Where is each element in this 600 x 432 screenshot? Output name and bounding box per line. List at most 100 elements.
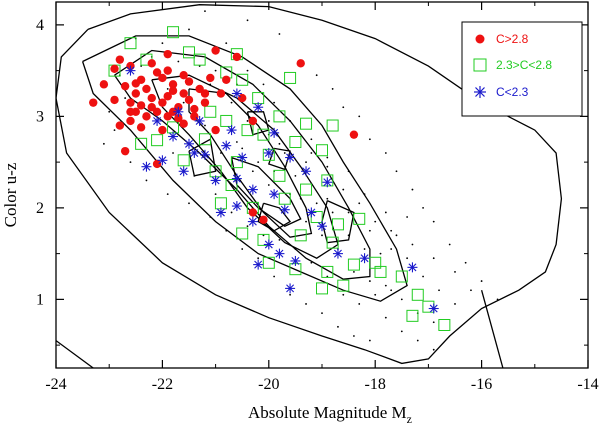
data-point-asterisk <box>141 161 152 172</box>
legend-marker-high <box>475 34 485 44</box>
data-point-dot <box>353 271 355 273</box>
data-point-asterisk <box>317 221 327 232</box>
data-point-square <box>273 169 286 182</box>
data-point-dot <box>368 280 371 282</box>
data-point-asterisk <box>253 102 264 113</box>
data-point-asterisk <box>210 175 221 186</box>
data-point-circle <box>248 208 258 217</box>
data-point-square <box>353 212 366 225</box>
data-point-asterisk <box>285 152 296 163</box>
x-tick-label: -24 <box>45 376 66 393</box>
data-point-square <box>262 256 275 269</box>
data-point-dot <box>262 83 265 86</box>
data-point-circle <box>152 68 162 77</box>
legend-label-low: C<2.3 <box>496 85 529 99</box>
data-point-dot <box>416 339 419 342</box>
data-point-circle <box>168 80 178 89</box>
data-point-circle <box>211 46 220 55</box>
data-point-dot <box>188 202 190 205</box>
data-point-dot <box>283 165 286 168</box>
data-point-dot <box>331 88 334 90</box>
data-point-dot <box>390 289 393 292</box>
data-point-dot <box>113 129 116 132</box>
x-tick-label: -22 <box>152 376 173 393</box>
data-point-dot <box>257 161 260 164</box>
data-point-asterisk <box>184 138 194 149</box>
data-point-circle <box>184 77 194 86</box>
data-point-dot <box>230 101 233 104</box>
data-point-dot <box>278 33 281 35</box>
data-point-circle <box>168 86 178 95</box>
data-point-dot <box>321 234 323 237</box>
data-point-circle <box>158 125 167 135</box>
data-point-dot <box>374 293 377 296</box>
data-point-dot <box>108 110 111 113</box>
data-point-asterisk <box>231 201 242 212</box>
data-point-square <box>411 288 424 301</box>
data-point-asterisk <box>178 166 189 177</box>
data-point-dot <box>273 275 276 278</box>
data-point-dot <box>358 115 361 118</box>
y-tick-label: 4 <box>36 17 44 34</box>
data-point-dot <box>241 147 244 150</box>
data-point-dot <box>368 339 371 342</box>
data-point-dot <box>225 229 228 232</box>
data-point-square <box>294 229 307 242</box>
data-point-asterisk <box>306 207 317 218</box>
data-point-circle <box>163 66 172 75</box>
data-point-dot <box>310 152 313 154</box>
data-point-circle <box>147 103 156 112</box>
data-point-dot <box>204 10 206 13</box>
data-point-square <box>300 117 313 130</box>
data-point-square <box>257 128 270 141</box>
data-point-dot <box>246 69 249 72</box>
data-point-asterisk <box>215 207 226 218</box>
data-point-dot <box>384 211 387 214</box>
data-point-dot <box>400 330 403 333</box>
data-point-dot <box>305 220 307 223</box>
data-point-dot <box>406 216 409 218</box>
data-point-asterisk <box>301 166 312 177</box>
data-point-asterisk <box>269 127 280 138</box>
data-point-dot <box>395 234 398 237</box>
data-point-dot <box>204 124 206 127</box>
data-point-dot <box>299 197 302 200</box>
data-point-dot <box>246 225 249 228</box>
data-point-dot <box>337 325 339 328</box>
contour-line-7 <box>188 138 217 177</box>
data-point-dot <box>315 202 318 205</box>
data-point-circle <box>190 104 199 114</box>
data-point-dot <box>342 293 345 296</box>
contour-line-0 <box>56 4 563 365</box>
data-point-dot <box>188 28 190 31</box>
data-point-circle <box>248 116 258 126</box>
data-point-dot <box>214 193 217 196</box>
data-point-square <box>326 119 339 132</box>
data-point-circle <box>222 75 231 84</box>
data-point-circle <box>126 107 135 117</box>
data-point-dot <box>172 152 174 154</box>
data-point-asterisk <box>152 115 163 126</box>
data-point-circle <box>120 146 130 156</box>
data-point-dot <box>368 229 371 232</box>
data-point-square <box>124 37 137 50</box>
data-point-asterisk <box>269 189 280 200</box>
data-point-dot <box>321 312 323 314</box>
data-point-square <box>214 197 227 210</box>
data-point-asterisk <box>263 239 274 250</box>
legend-marker-low <box>474 86 486 98</box>
data-point-circle <box>163 49 172 59</box>
data-point-square <box>273 110 286 123</box>
legend: C>2.8 2.3>C<2.8 C<2.3 <box>461 21 583 117</box>
data-point-dot <box>326 197 329 200</box>
data-point-circle <box>136 123 146 132</box>
data-point-square <box>284 71 297 84</box>
data-point-circle <box>232 52 242 62</box>
data-point-square <box>236 227 249 240</box>
data-point-circle <box>115 121 125 130</box>
data-point-dot <box>454 271 456 273</box>
data-point-asterisk <box>274 248 285 259</box>
data-point-dot <box>438 289 440 292</box>
data-point-square <box>374 265 387 278</box>
